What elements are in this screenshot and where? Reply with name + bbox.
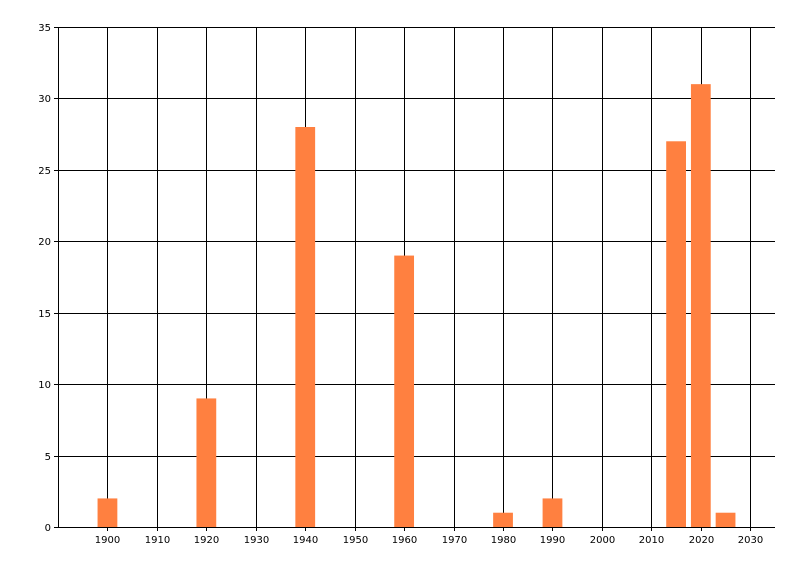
x-tick-label: 2010 [639, 535, 664, 546]
y-tick-label: 10 [38, 380, 51, 391]
bar-1990 [542, 498, 563, 527]
x-tick-label: 2020 [689, 535, 714, 546]
x-tick-label: 1930 [244, 535, 269, 546]
bar-1920 [196, 398, 217, 527]
x-tick-label: 1920 [194, 535, 219, 546]
y-tick-label: 35 [38, 23, 51, 34]
bar-2015 [666, 141, 686, 528]
x-tick-label: 1900 [95, 535, 120, 546]
x-tick-label: 2030 [738, 535, 763, 546]
bar-1900 [97, 498, 118, 527]
y-tick-label: 20 [38, 237, 51, 248]
bar-1980 [493, 512, 513, 527]
y-tick-label: 0 [45, 523, 51, 534]
x-tick-label: 1940 [293, 535, 318, 546]
y-tick-label: 15 [38, 309, 51, 320]
x-tick-label: 1990 [540, 535, 565, 546]
bar-1940 [295, 127, 316, 527]
y-tick-label: 30 [38, 94, 51, 105]
bar-2020 [690, 84, 711, 528]
x-tick-label: 1970 [442, 535, 467, 546]
y-tick-label: 25 [38, 166, 51, 177]
x-tick-label: 2000 [590, 535, 615, 546]
x-tick-label: 1960 [392, 535, 417, 546]
x-tick-label: 1910 [145, 535, 170, 546]
x-tick-label: 1950 [343, 535, 368, 546]
y-tick-label: 5 [45, 452, 51, 463]
bar-2025 [715, 512, 736, 527]
bar-1960 [394, 255, 415, 528]
x-tick-label: 1980 [491, 535, 516, 546]
